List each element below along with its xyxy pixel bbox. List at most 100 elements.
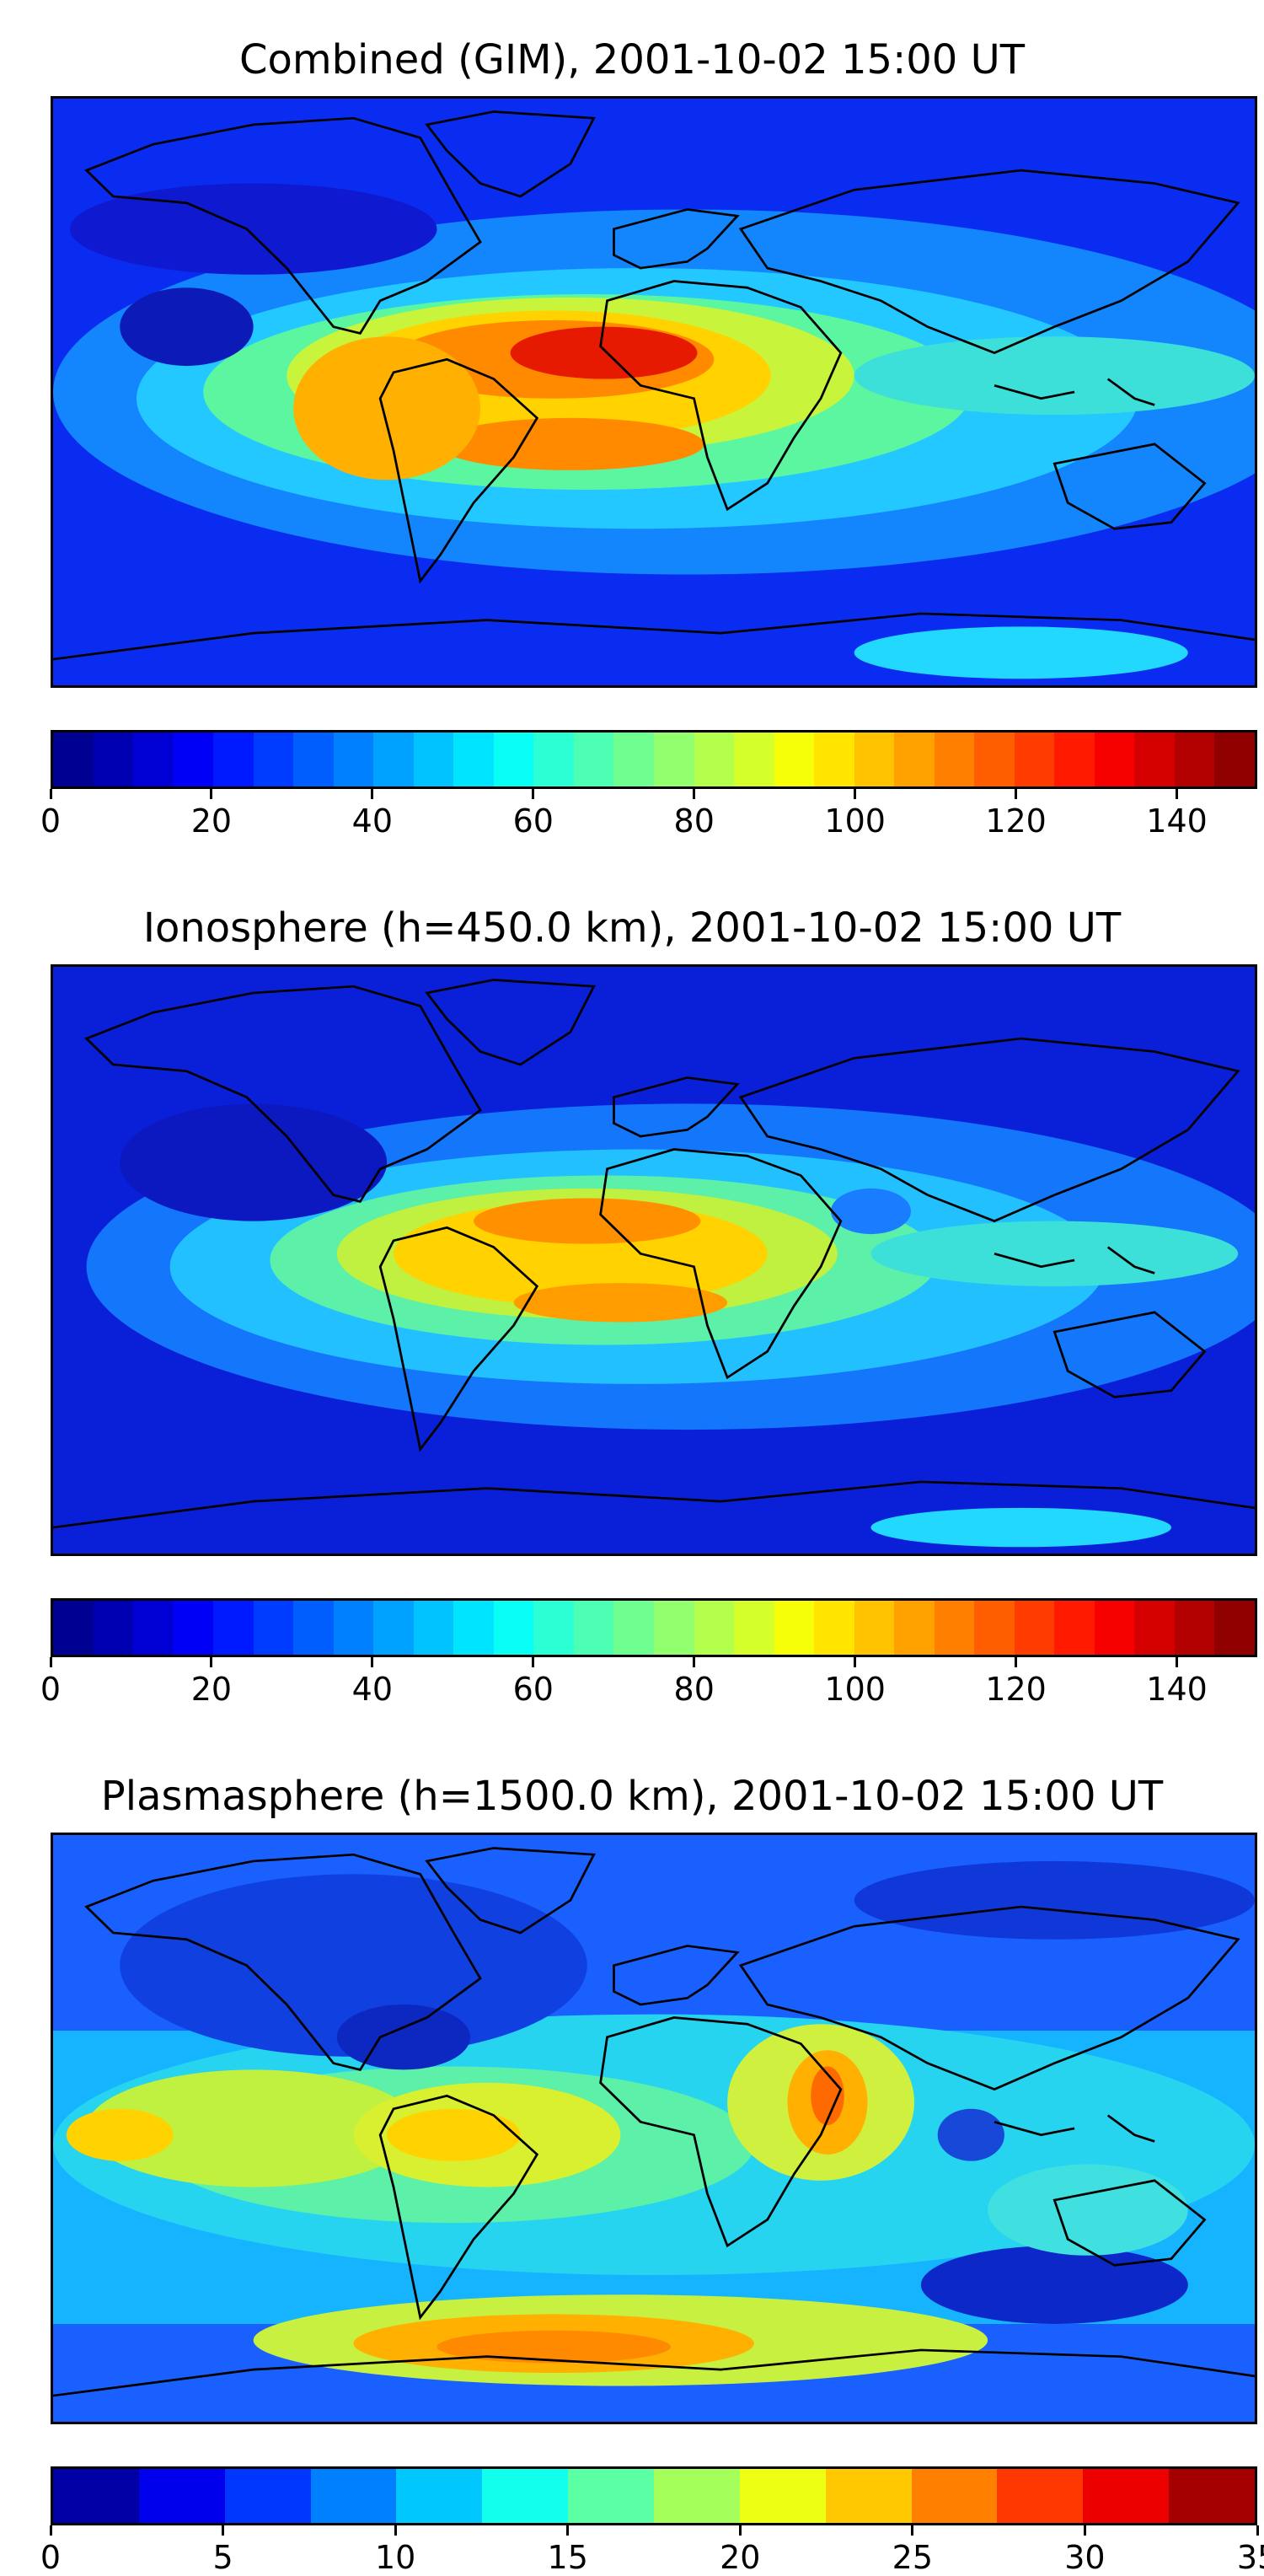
colorbar-combined (51, 730, 1257, 789)
colorbar-segment (997, 2469, 1084, 2523)
colorbar-segment (613, 1601, 654, 1655)
map-combined-svg (53, 99, 1255, 685)
tick-mark (1176, 789, 1179, 799)
colorbar-segment (293, 733, 334, 786)
coastlines (53, 1847, 1255, 2397)
panel-title-combined: Combined (GIM), 2001-10-02 15:00 UT (238, 36, 1026, 83)
tick-label: 20 (720, 2539, 761, 2576)
colorbar-segment (974, 1601, 1015, 1655)
colorbar-segment (1054, 733, 1095, 786)
tick-mark (1176, 1657, 1179, 1667)
tec-field (86, 1103, 1255, 1548)
colorbar-segment (1214, 733, 1255, 786)
colorbar-segment (774, 1601, 815, 1655)
tick-label: 80 (673, 1671, 715, 1708)
tick-label: 0 (40, 2539, 62, 2576)
colorbar-segment (1054, 1601, 1095, 1655)
tick-label: 0 (40, 1671, 62, 1708)
colorbar-segment (224, 2469, 311, 2523)
tick-label: 100 (824, 1671, 886, 1708)
colorbar-segment (573, 733, 614, 786)
tick-mark (566, 2525, 570, 2536)
colorbar-segment (453, 733, 494, 786)
tick-label: 10 (374, 2539, 416, 2576)
colorbar-segment (1174, 733, 1215, 786)
colorbar-segment (1014, 1601, 1055, 1655)
colorbar-segment (310, 2469, 397, 2523)
tick-label: 40 (351, 1671, 394, 1708)
tick-mark (854, 1657, 857, 1667)
colorbar-segment (396, 2469, 483, 2523)
colorbar-segment (814, 733, 854, 786)
colorbar-segment (373, 733, 414, 786)
map-ionosphere (51, 964, 1257, 1556)
colorbar-segment (974, 733, 1015, 786)
colorbar-segment (934, 733, 975, 786)
tick-mark (49, 1657, 52, 1667)
tick-label: 100 (824, 802, 886, 840)
colorbar-segment (1214, 1601, 1255, 1655)
tick-mark (394, 2525, 397, 2536)
colorbar-segment (413, 1601, 454, 1655)
colorbar-ticks-ionosphere: 0 20 40 60 80 100 120 140 (40, 1657, 1257, 1708)
tick-label: 25 (892, 2539, 934, 2576)
coastlines (53, 110, 1255, 661)
tick-mark (738, 2525, 742, 2536)
panel-title-ionosphere: Ionosphere (h=450.0 km), 2001-10-02 15:0… (142, 904, 1122, 952)
colorbar-segment (694, 733, 735, 786)
coastlines (53, 979, 1255, 1529)
colorbar-segment (613, 733, 654, 786)
colorbar-segment (533, 733, 574, 786)
tick-label: 120 (985, 802, 1047, 840)
colorbar-segment (93, 733, 134, 786)
colorbar-segment (1174, 1601, 1215, 1655)
colorbar-segment (293, 1601, 334, 1655)
colorbar-segment (453, 1601, 494, 1655)
tick-label: 140 (1146, 802, 1208, 840)
colorbar-segment (1094, 1601, 1135, 1655)
tick-mark (222, 2525, 225, 2536)
colorbar-plasmasphere (51, 2466, 1257, 2525)
tec-field (53, 183, 1255, 679)
tick-label: 60 (512, 802, 554, 840)
colorbar-segment (814, 1601, 854, 1655)
colorbar-segment (173, 733, 214, 786)
tick-mark (371, 1657, 374, 1667)
panel-title-plasmasphere: Plasmasphere (h=1500.0 km), 2001-10-02 1… (100, 1773, 1164, 1820)
colorbar-segment (1134, 1601, 1175, 1655)
colorbar-segment (413, 733, 454, 786)
colorbar-segment (1014, 733, 1055, 786)
tick-label: 35 (1236, 2539, 1264, 2576)
tick-mark (210, 789, 213, 799)
colorbar-segment (1094, 733, 1135, 786)
tick-label: 5 (212, 2539, 233, 2576)
tick-mark (693, 789, 696, 799)
colorbar-ticks-plasmasphere: 0 5 10 15 20 25 30 35 (40, 2525, 1264, 2576)
tick-mark (1083, 2525, 1086, 2536)
colorbar-segment (1169, 2469, 1255, 2523)
tick-label: 120 (985, 1671, 1047, 1708)
colorbar-ionosphere (51, 1598, 1257, 1657)
colorbar-segment (133, 733, 174, 786)
colorbar-segment (213, 1601, 254, 1655)
colorbar-segment (93, 1601, 134, 1655)
colorbar-segment (854, 1601, 895, 1655)
colorbar-segment (482, 2469, 569, 2523)
tick-label: 0 (40, 802, 62, 840)
tick-mark (1015, 1657, 1018, 1667)
colorbar-segment (654, 2469, 740, 2523)
map-plasmasphere (51, 1833, 1257, 2424)
tick-mark (532, 1657, 535, 1667)
colorbar-segment (533, 1601, 574, 1655)
map-plasmasphere-svg (53, 1835, 1255, 2422)
colorbar-segment (138, 2469, 225, 2523)
colorbar-segment (253, 1601, 294, 1655)
tick-mark (371, 789, 374, 799)
colorbar-segment (53, 2469, 139, 2523)
colorbar-segment (894, 733, 935, 786)
tick-label: 80 (673, 802, 715, 840)
colorbar-segment (573, 1601, 614, 1655)
tick-mark (693, 1657, 696, 1667)
colorbar-segment (333, 733, 374, 786)
tick-mark (1015, 789, 1018, 799)
